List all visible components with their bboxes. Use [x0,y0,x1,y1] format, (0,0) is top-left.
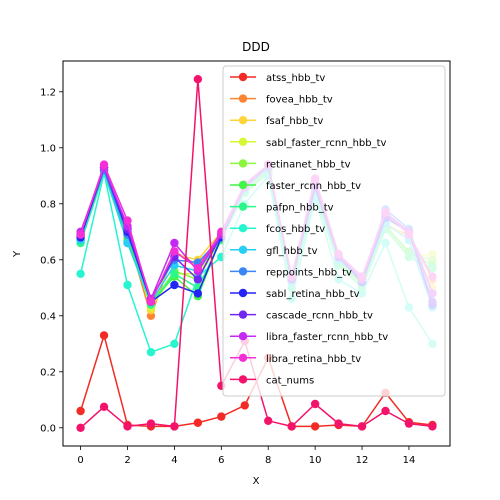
x-tick-label-4: 8 [265,455,271,466]
x-tick-label-6: 12 [356,455,369,466]
data-point-fcos_hbb_tv-0 [76,270,84,278]
legend-label-fcos_hbb_tv: fcos_hbb_tv [266,224,325,235]
legend-marker-libra_faster_rcnn_hbb_tv [239,332,247,340]
legend-label-pafpn_hbb_tv: pafpn_hbb_tv [266,203,334,214]
data-point-cascade_rcnn_hbb_tv-5 [194,275,202,283]
x-tick-label-3: 6 [218,455,224,466]
legend-label-libra_faster_rcnn_hbb_tv: libra_faster_rcnn_hbb_tv [266,332,388,343]
legend: atss_hbb_tv fovea_hbb_tv fsaf_hbb_tv sabl_f… [223,66,445,396]
legend-label-cat_nums: cat_nums [266,375,314,386]
data-point-cat_nums-2 [123,422,131,430]
legend-label-cascade_rcnn_hbb_tv: cascade_rcnn_hbb_tv [266,311,373,322]
x-tick-label-7: 14 [403,455,416,466]
x-axis-label: X [253,476,260,487]
data-point-cat_nums-14 [405,419,413,427]
legend-label-faster_rcnn_hbb_tv: faster_rcnn_hbb_tv [266,181,361,192]
data-point-atss_hbb_tv-7 [241,401,249,409]
data-point-libra_retina_hbb_tv-5 [194,264,202,272]
data-point-cat_nums-5 [194,75,202,83]
legend-marker-fsaf_hbb_tv [239,116,247,124]
x-tick-label-5: 10 [309,455,322,466]
data-point-cat_nums-3 [147,419,155,427]
legend-box [223,66,445,396]
legend-marker-pafpn_hbb_tv [239,202,247,210]
legend-marker-libra_retina_hbb_tv [239,354,247,362]
x-tick-label-2: 4 [171,455,177,466]
data-point-atss_hbb_tv-10 [311,422,319,430]
x-tick-label-0: 0 [77,455,83,466]
data-point-libra_retina_hbb_tv-4 [170,247,178,255]
legend-label-fsaf_hbb_tv: fsaf_hbb_tv [266,116,323,127]
data-point-libra_retina_hbb_tv-2 [123,216,131,224]
data-point-fcos_hbb_tv-3 [147,348,155,356]
legend-marker-cat_nums [239,375,247,383]
data-point-cat_nums-13 [381,407,389,415]
y-tick-label-3: 0.6 [40,255,56,266]
legend-marker-retinanet_hbb_tv [239,159,247,167]
data-point-cat_nums-1 [100,403,108,411]
legend-marker-atss_hbb_tv [239,73,247,81]
data-point-cat_nums-0 [76,424,84,432]
data-point-libra_retina_hbb_tv-1 [100,160,108,168]
legend-label-sabl_faster_rcnn_hbb_tv: sabl_faster_rcnn_hbb_tv [266,138,387,149]
legend-label-sabl_retina_hbb_tv: sabl_retina_hbb_tv [266,289,360,300]
y-tick-label-2: 0.4 [40,311,56,322]
legend-marker-sabl_faster_rcnn_hbb_tv [239,138,247,146]
data-point-cat_nums-9 [287,422,295,430]
legend-label-libra_retina_hbb_tv: libra_retina_hbb_tv [266,354,361,365]
data-point-atss_hbb_tv-6 [217,412,225,420]
legend-label-retinanet_hbb_tv: retinanet_hbb_tv [266,159,351,170]
data-point-cat_nums-4 [170,422,178,430]
legend-marker-reppoints_hbb_tv [239,267,247,275]
data-point-cat_nums-15 [428,422,436,430]
legend-marker-fovea_hbb_tv [239,94,247,102]
y-axis-label: Y [12,250,23,258]
legend-marker-gfl_hbb_tv [239,246,247,254]
data-point-libra_retina_hbb_tv-3 [147,298,155,306]
data-point-sabl_retina_hbb_tv-5 [194,289,202,297]
data-point-atss_hbb_tv-5 [194,419,202,427]
data-point-libra_faster_rcnn_hbb_tv-4 [170,239,178,247]
legend-marker-fcos_hbb_tv [239,224,247,232]
data-point-libra_retina_hbb_tv-0 [76,230,84,238]
data-point-cat_nums-8 [264,417,272,425]
legend-marker-faster_rcnn_hbb_tv [239,181,247,189]
legend-label-fovea_hbb_tv: fovea_hbb_tv [266,95,333,106]
x-tick-label-1: 2 [124,455,130,466]
legend-label-reppoints_hbb_tv: reppoints_hbb_tv [266,267,352,278]
data-point-atss_hbb_tv-0 [76,407,84,415]
legend-marker-sabl_retina_hbb_tv [239,289,247,297]
y-tick-label-5: 1.0 [40,143,56,154]
legend-marker-cascade_rcnn_hbb_tv [239,310,247,318]
y-tick-label-6: 1.2 [40,87,56,98]
legend-label-atss_hbb_tv: atss_hbb_tv [266,73,325,84]
y-tick-label-1: 0.2 [40,367,56,378]
data-point-fcos_hbb_tv-4 [170,340,178,348]
chart-title: DDD [242,40,270,54]
data-point-cat_nums-12 [358,422,366,430]
y-tick-label-4: 0.8 [40,199,56,210]
y-tick-label-0: 0.0 [40,423,56,434]
data-point-cat_nums-11 [334,419,342,427]
data-point-fcos_hbb_tv-2 [123,281,131,289]
data-point-sabl_retina_hbb_tv-4 [170,281,178,289]
data-point-cat_nums-10 [311,400,319,408]
data-point-atss_hbb_tv-1 [100,331,108,339]
legend-label-gfl_hbb_tv: gfl_hbb_tv [266,246,318,257]
